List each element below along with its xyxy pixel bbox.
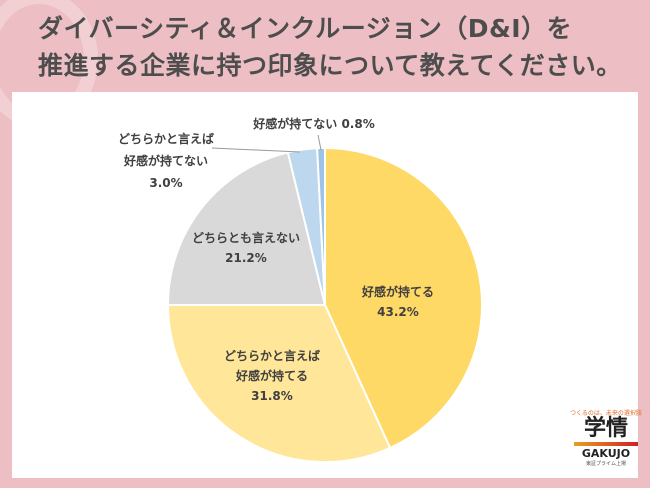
page-title: ダイバーシティ＆インクルージョン（D&I）を 推進する企業に持つ印象について教えて… — [38, 14, 622, 80]
pie-slice-0 — [324, 146, 483, 450]
pie-slice-2 — [166, 151, 327, 306]
pie-slice-1 — [166, 304, 392, 463]
leader-line-s4 — [317, 134, 322, 151]
label-s3: どちらかと言えば好感が持てない 3.0% — [118, 131, 214, 190]
label-s4: 好感が持てない 0.8% — [252, 116, 374, 131]
leader-line-s3 — [211, 147, 301, 153]
label-s1: どちらかと言えば好感が持てる 31.8% — [224, 348, 320, 403]
label-s0: 好感が持てる 43.2% — [361, 284, 434, 319]
label-s2: どちらとも言えない 21.2% — [192, 230, 300, 265]
gakujo-logo: つくるのは、未来の選択肢 学情 GAKUJO 東証プライム上場 — [570, 410, 642, 467]
